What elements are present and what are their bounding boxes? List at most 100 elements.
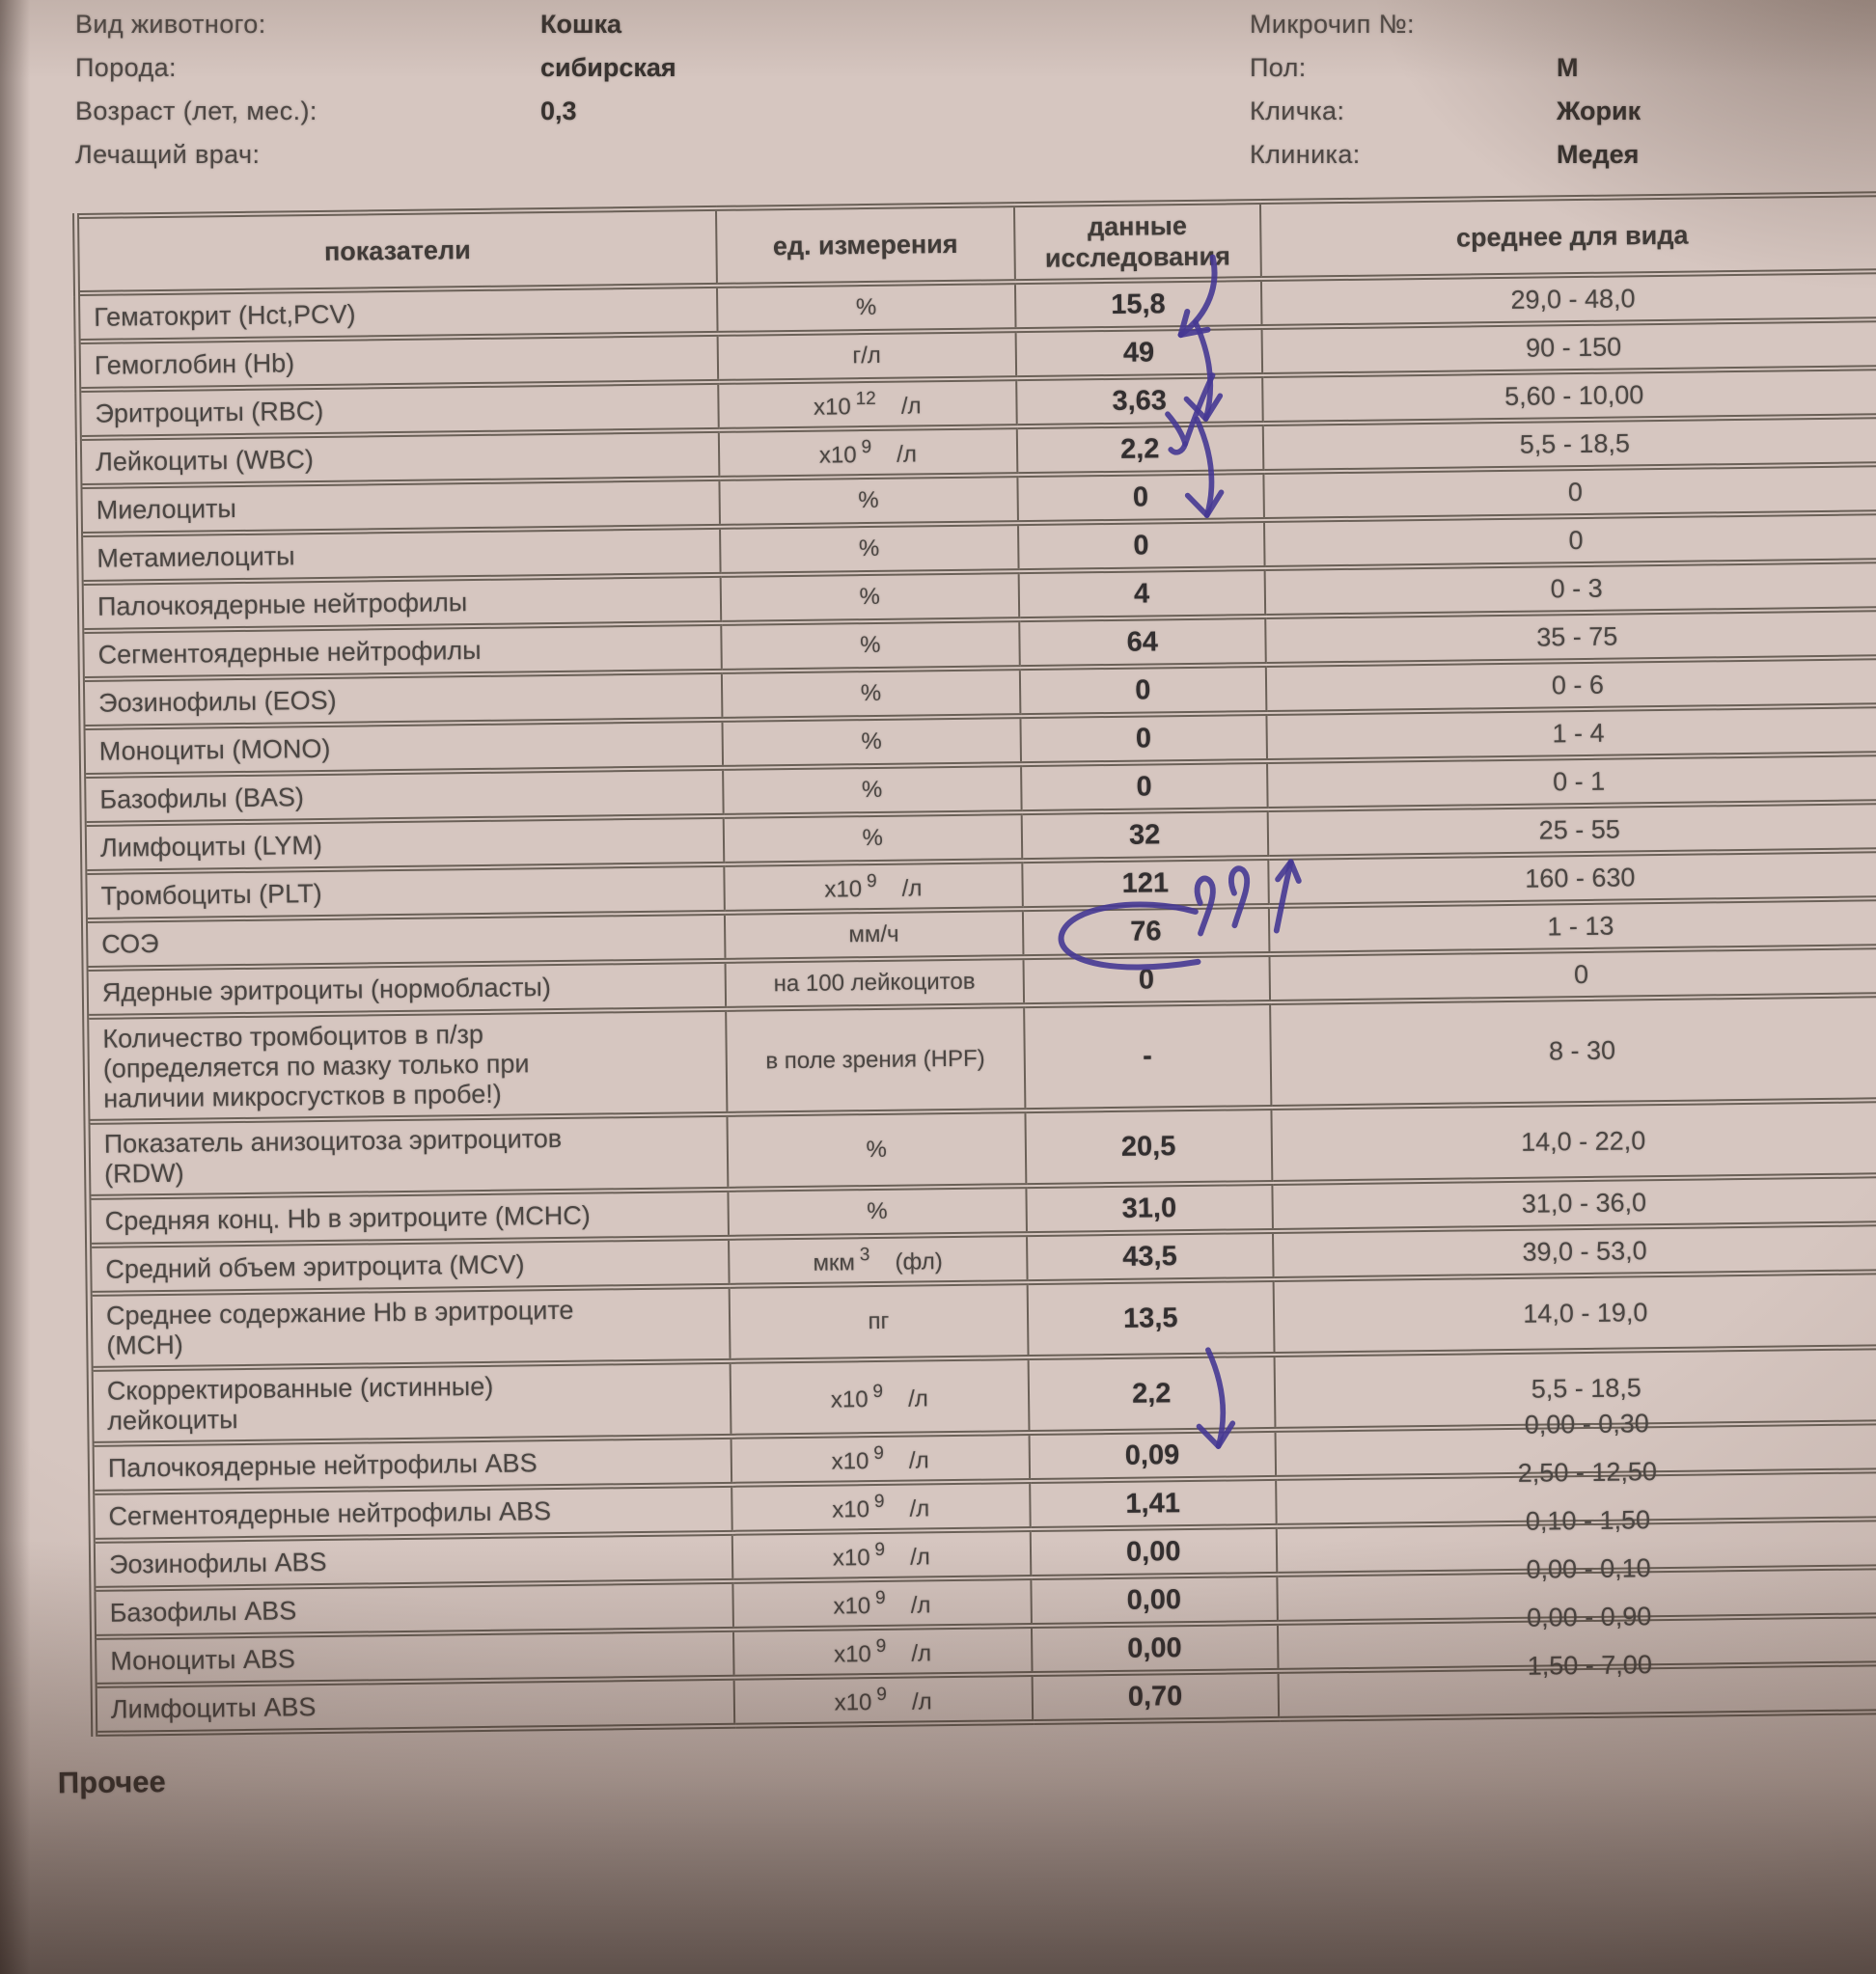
field-age: Возраст (лет, мес.): 0,3 xyxy=(75,96,577,135)
unit-exponent: 9 xyxy=(875,1635,887,1657)
unit-base: в поле зрения (HPF) xyxy=(765,1045,985,1074)
unit-base: % xyxy=(862,824,884,852)
unit-base: % xyxy=(859,631,881,659)
reference-range: 90 - 150 xyxy=(1525,331,1622,363)
reference-range: 1 - 4 xyxy=(1552,718,1605,748)
indicator-name: Моноциты ABS xyxy=(110,1643,296,1676)
reference-range: 2,50 - 12,50 xyxy=(1517,1456,1658,1488)
reference-range: 31,0 - 36,0 xyxy=(1521,1187,1647,1219)
result-value: 0 xyxy=(1136,770,1152,803)
indicator-name: Ядерные эритроциты (нормобласты) xyxy=(101,972,552,1007)
indicator-name: Базофилы (BAS) xyxy=(99,781,305,814)
indicator-name: Количество тромбоцитов в п/зр (определяе… xyxy=(102,1019,530,1113)
unit-base: x10 xyxy=(818,441,857,469)
unit-base: x10 xyxy=(833,1640,871,1668)
reference-range: 14,0 - 19,0 xyxy=(1523,1297,1648,1329)
field-label: Вид животного: xyxy=(75,10,266,39)
results-sheet: показатели ед. измерения данные исследов… xyxy=(19,191,1876,1801)
indicator-name: СОЭ xyxy=(101,928,159,959)
reference-range: 5,5 - 18,5 xyxy=(1519,427,1631,459)
field-veterinarian: Лечащий врач: xyxy=(75,140,260,178)
unit-base: x10 xyxy=(813,393,851,421)
indicator-name: Лимфоциты (LYM) xyxy=(99,830,323,863)
unit-base: x10 xyxy=(832,1544,870,1572)
reference-range: 0 xyxy=(1568,525,1584,555)
field-value: Кошка xyxy=(540,10,622,39)
unit-tail: /л xyxy=(909,1543,930,1571)
unit-base: x10 xyxy=(830,1385,869,1413)
result-value: 2,2 xyxy=(1119,432,1160,465)
field-microchip: Микрочип №: xyxy=(1250,10,1415,48)
reference-range: 29,0 - 48,0 xyxy=(1510,283,1636,315)
result-value: 49 xyxy=(1122,336,1155,369)
indicator-name: Средняя конц. Hb в эритроците (MCHC) xyxy=(104,1200,591,1236)
field-species: Вид животного: Кошка xyxy=(75,10,621,48)
unit-base: % xyxy=(866,1136,888,1164)
unit-tail: /л xyxy=(897,440,918,468)
indicator-name: Гематокрит (Hct,PCV) xyxy=(94,299,356,332)
result-value: 0,00 xyxy=(1125,1535,1181,1568)
indicator-name: Сегментоядерные нейтрофилы xyxy=(97,635,482,670)
reference-range: 5,5 - 18,5 xyxy=(1531,1372,1642,1404)
result-value: 0,09 xyxy=(1124,1439,1180,1471)
unit-exponent: 9 xyxy=(873,1491,885,1512)
unit-exponent: 9 xyxy=(876,1684,888,1705)
indicator-name: Базофилы ABS xyxy=(109,1595,297,1628)
indicator-name: Среднее содержание Hb в эритроците (MCH) xyxy=(105,1295,574,1360)
reference-range: 0,10 - 1,50 xyxy=(1525,1504,1651,1536)
reference-range: 8 - 30 xyxy=(1548,1035,1616,1066)
result-value: 0,00 xyxy=(1126,1583,1182,1616)
unit-base: x10 xyxy=(832,1495,870,1523)
indicator-name: Показатель анизоцитоза эритроцитов (RDW) xyxy=(103,1123,563,1189)
unit-exponent: 9 xyxy=(872,1381,884,1402)
result-value: 13,5 xyxy=(1122,1302,1178,1334)
reference-range: 0 - 1 xyxy=(1552,766,1606,796)
unit-base: % xyxy=(860,679,882,707)
reference-range: 5,60 - 10,00 xyxy=(1504,379,1644,411)
unit-tail: /л xyxy=(911,1687,932,1715)
result-value: 31,0 xyxy=(1121,1192,1177,1224)
unit-base: мм/ч xyxy=(848,920,899,948)
result-value: 32 xyxy=(1128,818,1161,851)
unit-tail: /л xyxy=(909,1494,930,1522)
field-value: 0,3 xyxy=(540,96,577,125)
reference-range: 1 - 13 xyxy=(1547,911,1614,941)
reference-range: 25 - 55 xyxy=(1538,814,1620,845)
indicator-name: Миелоциты xyxy=(96,493,237,525)
result-value: 15,8 xyxy=(1111,288,1166,320)
indicator-name: Гемоглобин (Hb) xyxy=(94,347,295,380)
indicator-name: Сегментоядерные нейтрофилы ABS xyxy=(108,1495,552,1531)
result-value: 0 xyxy=(1135,722,1152,754)
result-value: 76 xyxy=(1130,915,1162,947)
unit-exponent: 9 xyxy=(874,1539,886,1560)
field-label: Кличка: xyxy=(1250,96,1345,125)
reference-range: 0 - 3 xyxy=(1550,573,1603,603)
col-header-unit: ед. измерения xyxy=(715,205,1015,286)
unit-tail: (фл) xyxy=(895,1247,943,1275)
unit-base: % xyxy=(861,727,882,755)
reference-range: 39,0 - 53,0 xyxy=(1522,1235,1647,1267)
unit-base: % xyxy=(855,293,877,321)
indicator-name: Метамиелоциты xyxy=(97,540,295,573)
other-section-label: Прочее xyxy=(57,1765,166,1800)
result-value: - xyxy=(1142,1040,1153,1072)
indicator-name: Эозинофилы (EOS) xyxy=(98,685,337,718)
result-value: 20,5 xyxy=(1120,1130,1176,1163)
unit-exponent: 3 xyxy=(859,1244,870,1265)
reference-range: 0,00 - 0,30 xyxy=(1524,1408,1649,1439)
field-label: Порода: xyxy=(75,53,177,82)
indicator-name: Эритроциты (RBC) xyxy=(95,396,324,428)
field-label: Лечащий врач: xyxy=(75,140,261,169)
reference-range: 0,00 - 0,90 xyxy=(1526,1601,1652,1632)
result-value: 0 xyxy=(1132,480,1149,513)
result-value: 2,2 xyxy=(1131,1377,1172,1410)
result-value: 43,5 xyxy=(1122,1240,1177,1273)
unit-base: г/л xyxy=(852,342,882,370)
unit-base: на 100 лейкоцитов xyxy=(773,968,976,998)
unit-base: мкм xyxy=(813,1248,856,1276)
indicator-name: Скорректированные (истинные) лейкоциты xyxy=(106,1371,494,1436)
reference-range: 35 - 75 xyxy=(1536,621,1618,652)
unit-base: x10 xyxy=(833,1592,871,1620)
result-value: 0,70 xyxy=(1127,1680,1183,1713)
